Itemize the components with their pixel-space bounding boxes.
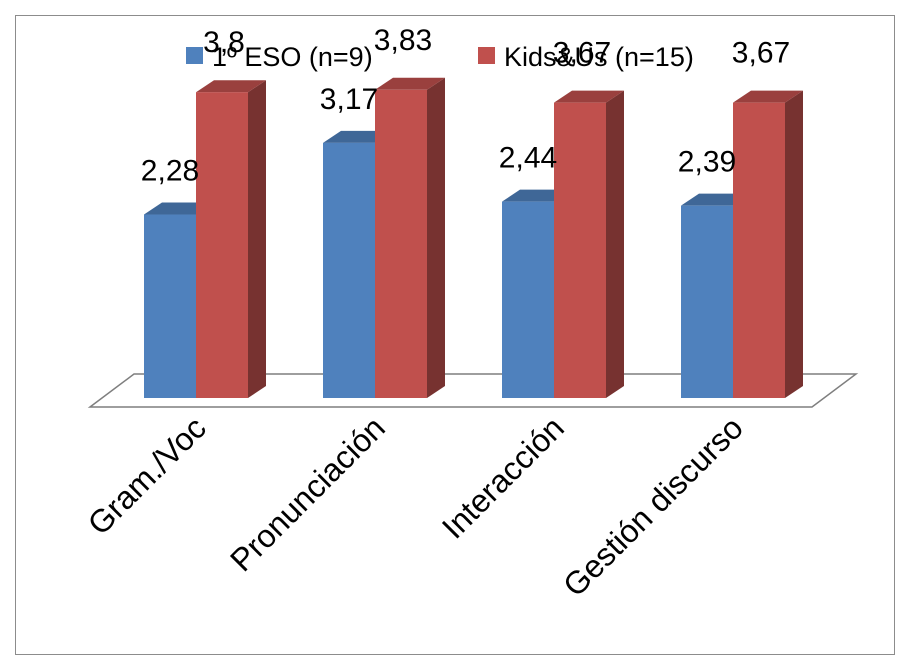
- data-label-1-eso-n-9-gestion-discurso: 2,39: [678, 146, 736, 179]
- category-axis: Gram./Voc Pronunciación InteracciónGestión…: [81, 409, 750, 603]
- legend-label-kids-us: Kids&Us (n=15): [504, 42, 694, 72]
- category-label-gestion-discurso: Gestión discurso: [556, 409, 750, 603]
- bar-kids-us-n-15-interaccion: [554, 90, 624, 399]
- category-label-pronunciacion: Pronunciación: [223, 409, 392, 578]
- bar-kids-us-n-15-gram-voc: [196, 80, 266, 398]
- legend-swatch-kids-us: [478, 47, 495, 64]
- data-label-1-eso-n-9-interaccion: 2,44: [499, 142, 557, 175]
- floor-plane: [87, 373, 859, 408]
- bars: [144, 77, 803, 399]
- data-label-kids-us-n-15-gram-voc: 3,8: [203, 26, 245, 59]
- chart-floor: [87, 373, 859, 408]
- category-label-interaccion: Interacción: [435, 409, 571, 545]
- legend-label-1o-eso: 1º ESO (n=9): [212, 42, 373, 72]
- category-label-gram-voc: Gram./Voc: [81, 409, 213, 541]
- data-label-1-eso-n-9-pronunciacion: 3,17: [320, 83, 378, 116]
- data-label-kids-us-n-15-interaccion: 3,67: [553, 37, 611, 70]
- bar-kids-us-n-15-gestion-discurso: [733, 90, 803, 399]
- legend-swatch-1o-eso: [186, 47, 203, 64]
- data-label-1-eso-n-9-gram-voc: 2,28: [141, 155, 199, 188]
- data-label-kids-us-n-15-pronunciacion: 3,83: [374, 24, 432, 57]
- data-label-kids-us-n-15-gestion-discurso: 3,67: [732, 37, 790, 70]
- legend: 1º ESO (n=9) Kids&Us (n=15): [186, 42, 694, 72]
- bar-kids-us-n-15-pronunciacion: [375, 77, 445, 399]
- data-labels: 2,28 3,8 3,17 3,83 2,44 3,67 2,39 3,67: [141, 24, 790, 188]
